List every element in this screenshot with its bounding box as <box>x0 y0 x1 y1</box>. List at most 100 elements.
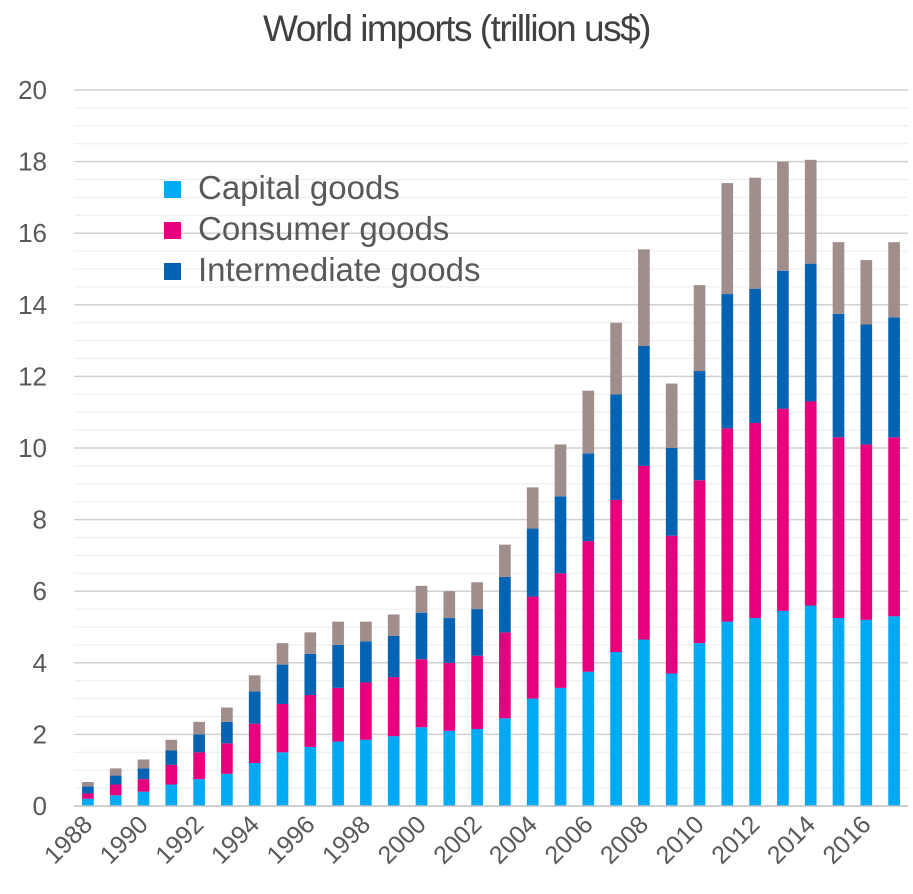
bar-segment-intermediate-goods-1996 <box>304 653 317 696</box>
bar-segment-intermediate-goods-2011 <box>721 294 734 429</box>
legend-label: Intermediate goods <box>198 251 481 288</box>
bar-segment-other-2017 <box>888 242 900 318</box>
bar-segment-capital-goods-2015 <box>832 618 845 806</box>
bars <box>82 159 900 806</box>
bar-segment-other-2008 <box>638 249 650 346</box>
bar-segment-intermediate-goods-2003 <box>499 576 511 633</box>
y-tick-label: 16 <box>18 218 47 248</box>
bar-segment-intermediate-goods-2004 <box>526 528 539 597</box>
bar-segment-consumer-goods-1996 <box>304 695 317 747</box>
x-tick-label: 1992 <box>150 810 209 869</box>
bar-segment-other-2007 <box>610 322 622 395</box>
y-tick-label: 12 <box>18 361 47 391</box>
legend-swatch <box>164 222 181 239</box>
bar-segment-intermediate-goods-2005 <box>554 496 567 574</box>
bar-segment-capital-goods-1999 <box>387 736 400 806</box>
x-tick-label: 2014 <box>762 810 821 869</box>
x-tick-label: 2006 <box>539 810 598 869</box>
x-tick-label: 1990 <box>95 810 154 869</box>
bar-segment-consumer-goods-2011 <box>721 428 734 622</box>
bar-segment-consumer-goods-1988 <box>82 793 94 799</box>
legend: Capital goods Consumer goods Intermediate … <box>164 169 481 288</box>
bar-segment-consumer-goods-2014 <box>804 401 817 606</box>
y-tick-label: 8 <box>33 505 47 535</box>
bar-segment-intermediate-goods-2008 <box>638 345 650 466</box>
bar-segment-other-2010 <box>693 285 706 372</box>
bar-segment-other-1992 <box>193 721 205 735</box>
y-tick-label: 18 <box>18 147 47 177</box>
bar-segment-intermediate-goods-1995 <box>276 664 289 704</box>
bar-segment-capital-goods-1994 <box>248 763 261 806</box>
bar-segment-intermediate-goods-2007 <box>610 394 622 500</box>
bar-segment-intermediate-goods-2009 <box>665 448 678 536</box>
x-tick-label: 2002 <box>428 810 487 869</box>
bar-segment-consumer-goods-2006 <box>582 541 595 672</box>
bar-segment-capital-goods-1991 <box>165 784 178 806</box>
x-tick-label: 1996 <box>261 810 320 869</box>
y-tick-label: 6 <box>33 576 47 606</box>
legend-swatch <box>164 263 181 280</box>
bar-segment-capital-goods-1995 <box>276 752 289 806</box>
bar-segment-intermediate-goods-2017 <box>888 317 900 438</box>
bar-segment-other-2013 <box>777 161 789 271</box>
bar-segment-intermediate-goods-1999 <box>387 635 400 678</box>
y-tick-label: 14 <box>18 290 47 320</box>
bar-segment-intermediate-goods-1990 <box>137 768 150 780</box>
bar-segment-capital-goods-2007 <box>610 652 622 806</box>
bar-segment-other-2011 <box>721 183 734 295</box>
y-tick-label: 20 <box>18 75 47 105</box>
bar-segment-other-1989 <box>109 768 122 776</box>
bar-segment-capital-goods-1989 <box>109 795 122 806</box>
bar-segment-intermediate-goods-2016 <box>860 324 873 445</box>
bar-segment-other-2009 <box>665 383 678 448</box>
bar-segment-other-2003 <box>499 544 511 577</box>
bar-segment-capital-goods-2001 <box>443 730 456 806</box>
bar-segment-other-1988 <box>82 782 94 787</box>
bar-segment-other-2001 <box>443 591 456 619</box>
x-tick-label: 2012 <box>706 810 765 869</box>
bar-segment-intermediate-goods-2013 <box>777 270 789 409</box>
x-tick-label: 2010 <box>651 810 710 869</box>
bar-segment-consumer-goods-1999 <box>387 677 400 737</box>
bar-segment-capital-goods-2012 <box>749 618 761 806</box>
chart-title: World imports (trillion us$) <box>262 8 652 49</box>
bar-segment-intermediate-goods-1998 <box>360 641 372 683</box>
bar-segment-other-2015 <box>832 242 845 314</box>
bar-segment-capital-goods-2017 <box>888 616 900 806</box>
bar-segment-consumer-goods-2001 <box>443 662 456 731</box>
bar-segment-intermediate-goods-2014 <box>804 263 817 402</box>
x-tick-label: 2008 <box>595 810 654 869</box>
bar-segment-capital-goods-2009 <box>665 673 678 806</box>
x-tick-label: 2000 <box>373 810 432 869</box>
bar-segment-other-2012 <box>749 177 761 289</box>
bar-segment-other-1998 <box>360 621 372 642</box>
bar-segment-other-1995 <box>276 643 289 665</box>
bar-segment-other-1997 <box>332 621 344 645</box>
bar-segment-intermediate-goods-1988 <box>82 786 94 794</box>
bar-segment-other-1996 <box>304 632 317 654</box>
bar-segment-intermediate-goods-2006 <box>582 453 595 542</box>
bar-segment-intermediate-goods-1989 <box>109 775 122 785</box>
x-tick-label: 2004 <box>484 810 543 869</box>
bar-segment-consumer-goods-2004 <box>526 596 539 699</box>
bar-segment-capital-goods-1997 <box>332 741 344 806</box>
bar-segment-intermediate-goods-1992 <box>193 734 205 753</box>
bar-segment-capital-goods-2000 <box>415 727 428 806</box>
bar-segment-consumer-goods-2016 <box>860 444 873 620</box>
bar-segment-capital-goods-2002 <box>471 729 483 806</box>
bar-segment-consumer-goods-2013 <box>777 408 789 611</box>
y-tick-label: 10 <box>18 433 47 463</box>
bar-segment-consumer-goods-1994 <box>248 723 261 764</box>
y-axis-ticks: 0 2 4 6 8 10 12 14 16 18 20 <box>18 75 47 821</box>
bar-segment-intermediate-goods-2012 <box>749 288 761 423</box>
bar-segment-capital-goods-1998 <box>360 739 372 806</box>
bar-segment-capital-goods-1993 <box>221 773 233 806</box>
bar-segment-consumer-goods-2017 <box>888 437 900 617</box>
bar-segment-intermediate-goods-2001 <box>443 618 456 663</box>
bar-segment-other-1991 <box>165 739 178 751</box>
bar-segment-other-2016 <box>860 260 873 325</box>
bar-segment-intermediate-goods-2002 <box>471 609 483 656</box>
bar-segment-capital-goods-2010 <box>693 643 706 806</box>
bar-segment-consumer-goods-2003 <box>499 632 511 719</box>
